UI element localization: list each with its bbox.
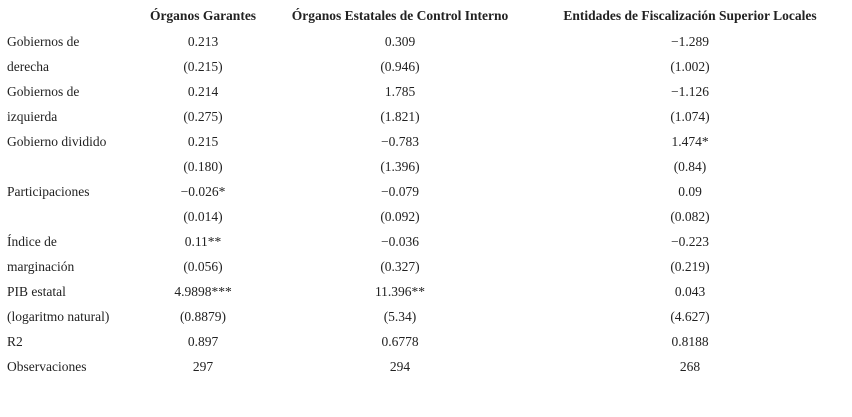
table-cell: 0.213 — [187, 34, 219, 49]
row-label: Participaciones — [7, 184, 90, 199]
table-cell: 0.11** — [184, 234, 222, 249]
table-cell: 297 — [192, 359, 214, 374]
row-label: Gobiernos de — [7, 84, 80, 99]
row-label: (logaritmo natural) — [7, 309, 110, 324]
table-cell: 0.8188 — [671, 334, 709, 349]
table-cell: (0.327) — [380, 259, 420, 274]
column-header: Entidades de Fiscalización Superior Loca… — [563, 8, 817, 23]
table-cell: (0.014) — [183, 209, 223, 224]
table-cell: (0.946) — [380, 59, 420, 74]
table-cell: (0.275) — [183, 109, 223, 124]
table-cell: 294 — [389, 359, 411, 374]
table-cell: 0.6778 — [381, 334, 419, 349]
row-label: Gobierno dividido — [7, 134, 107, 149]
table-cell: (0.219) — [670, 259, 710, 274]
row-label: Índice de — [7, 234, 57, 249]
table-cell: 268 — [679, 359, 701, 374]
table-cell: (0.8879) — [179, 309, 227, 324]
table-cell: (0.180) — [183, 159, 223, 174]
table-cell: 1.785 — [384, 84, 416, 99]
table-cell: −0.783 — [381, 134, 419, 149]
table-cell: (1.396) — [380, 159, 420, 174]
row-label: PIB estatal — [7, 284, 66, 299]
table-cell: (1.074) — [670, 109, 710, 124]
table-cell: 11.396** — [374, 284, 426, 299]
table-cell: 0.897 — [187, 334, 219, 349]
table-cell: (5.34) — [383, 309, 417, 324]
table-cell: −1.289 — [671, 34, 709, 49]
table-cell: −1.126 — [671, 84, 709, 99]
row-label: R2 — [7, 334, 23, 349]
table-cell: −0.026* — [180, 184, 226, 199]
table-cell: 4.9898*** — [174, 284, 232, 299]
table-cell: (1.002) — [670, 59, 710, 74]
table-cell: 0.215 — [187, 134, 219, 149]
table-cell: (0.84) — [673, 159, 707, 174]
table-cell: (1.821) — [380, 109, 420, 124]
table-cell: 0.309 — [384, 34, 416, 49]
table-cell: 0.043 — [674, 284, 706, 299]
row-label: izquierda — [7, 109, 58, 124]
table-cell: −0.036 — [381, 234, 419, 249]
table-cell: (0.082) — [670, 209, 710, 224]
row-label: Observaciones — [7, 359, 87, 374]
row-label: marginación — [7, 259, 75, 274]
column-header: Órganos Estatales de Control Interno — [291, 8, 509, 23]
table-cell: 0.214 — [187, 84, 219, 99]
table-cell: (0.092) — [380, 209, 420, 224]
table-cell: (4.627) — [670, 309, 710, 324]
table-cell: −0.223 — [671, 234, 709, 249]
table-cell: (0.215) — [183, 59, 223, 74]
table-cell: −0.079 — [381, 184, 419, 199]
table-cell: 1.474* — [671, 134, 709, 149]
row-label: derecha — [7, 59, 49, 74]
row-label: Gobiernos de — [7, 34, 80, 49]
table-cell: (0.056) — [183, 259, 223, 274]
table-cell: 0.09 — [678, 184, 702, 199]
column-header: Órganos Garantes — [149, 8, 257, 23]
